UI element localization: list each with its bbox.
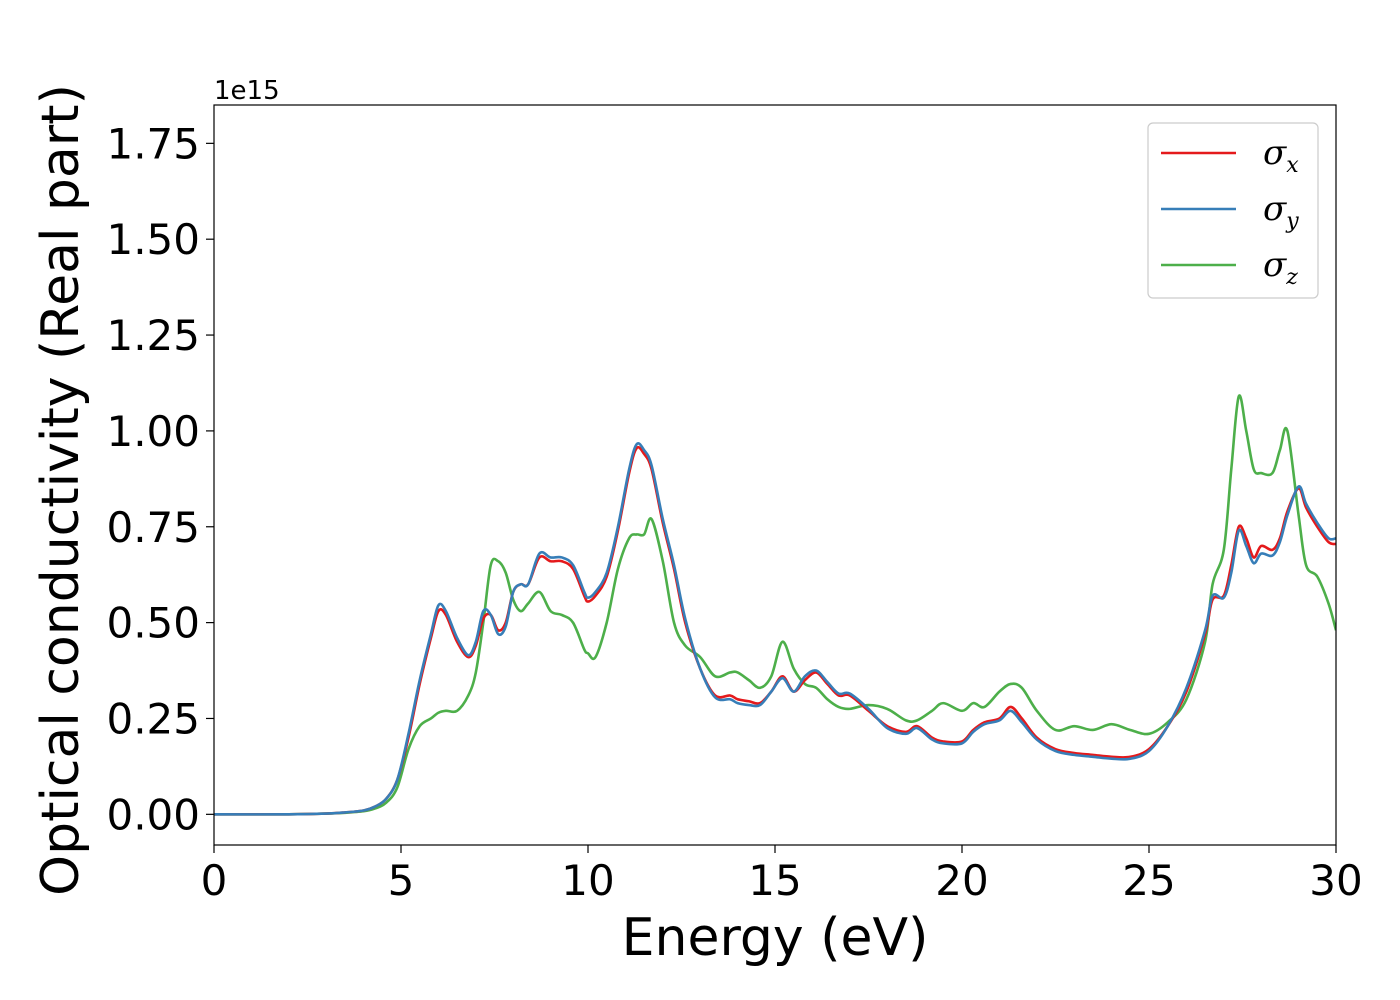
x-tick-label: 25 [1122, 856, 1175, 905]
y-tick-label: 0.00 [106, 790, 200, 839]
legend-symbol: σ [1263, 245, 1287, 285]
y-tick-label: 1.50 [106, 215, 200, 264]
y-tick-label: 0.75 [106, 503, 200, 552]
series-line-z [214, 394, 1336, 816]
y-tick-label: 0.25 [106, 694, 200, 743]
y-axis-label: Optical conductivity (Real part) [31, 84, 91, 896]
y-tick-label: 0.50 [106, 599, 200, 648]
legend-label-x: σx [1263, 133, 1299, 178]
y-tick-label: 1.25 [106, 311, 200, 360]
x-axis-label: Energy (eV) [622, 908, 929, 968]
series-line-x [214, 445, 1336, 816]
x-tick-label: 30 [1309, 856, 1362, 905]
legend-symbol: σ [1263, 133, 1287, 173]
legend-subscript: y [1285, 209, 1299, 234]
series-line-y [214, 442, 1336, 816]
legend-box [1147, 122, 1319, 299]
legend-label-z: σz [1263, 245, 1298, 290]
y-tick-label: 1.75 [106, 119, 200, 168]
y-tick-label: 1.00 [106, 407, 200, 456]
x-tick-label: 20 [935, 856, 988, 905]
series-layer [214, 394, 1336, 816]
y-axis-offset-label: 1e15 [214, 76, 280, 106]
legend-symbol: σ [1263, 189, 1287, 229]
x-tick-label: 15 [748, 856, 801, 905]
y-axis-ticks: 0.00 0.25 0.50 0.75 1.00 1.25 1.50 1.75 [106, 119, 214, 839]
x-tick-label: 5 [388, 856, 415, 905]
legend-subscript: z [1285, 265, 1298, 290]
legend-label-y: σy [1263, 189, 1299, 234]
x-tick-label: 10 [561, 856, 614, 905]
x-axis-ticks: 0 5 10 15 20 25 30 [201, 845, 1363, 905]
x-tick-label: 0 [201, 856, 228, 905]
legend-subscript: x [1286, 153, 1299, 178]
